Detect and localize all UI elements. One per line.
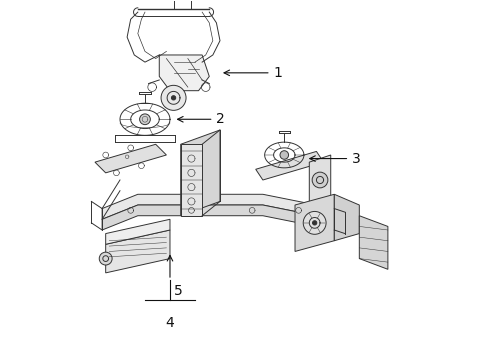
Polygon shape xyxy=(181,144,202,216)
Polygon shape xyxy=(95,144,167,173)
Polygon shape xyxy=(334,194,359,241)
Polygon shape xyxy=(159,55,209,91)
Text: 1: 1 xyxy=(224,66,282,80)
Text: 3: 3 xyxy=(310,152,361,166)
Polygon shape xyxy=(102,205,334,230)
Circle shape xyxy=(303,211,326,234)
Polygon shape xyxy=(309,155,331,205)
Polygon shape xyxy=(256,152,323,180)
Circle shape xyxy=(312,172,328,188)
Circle shape xyxy=(99,252,112,265)
Circle shape xyxy=(313,221,317,225)
Circle shape xyxy=(161,85,186,111)
Polygon shape xyxy=(106,219,170,244)
Text: 4: 4 xyxy=(166,316,174,330)
Circle shape xyxy=(140,114,150,125)
Polygon shape xyxy=(295,194,334,251)
Text: 2: 2 xyxy=(177,112,225,126)
Circle shape xyxy=(172,96,176,100)
Polygon shape xyxy=(181,130,220,216)
Polygon shape xyxy=(359,216,388,269)
Polygon shape xyxy=(102,194,334,219)
Text: 5: 5 xyxy=(173,284,182,298)
Polygon shape xyxy=(106,230,170,273)
Circle shape xyxy=(280,151,289,159)
